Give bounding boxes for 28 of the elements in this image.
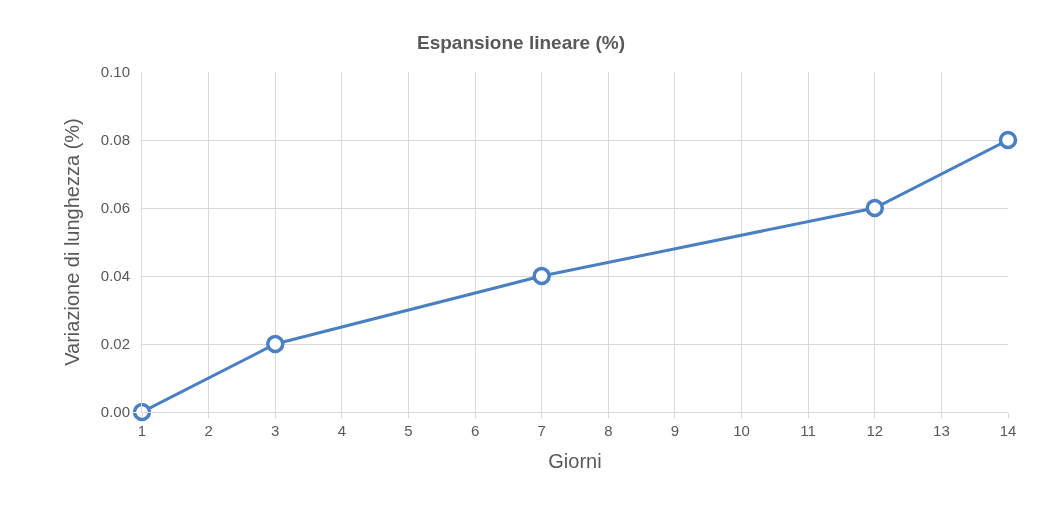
y-tick-label: 0.00 — [100, 403, 130, 421]
x-tick-label: 14 — [999, 422, 1017, 439]
y-tick-label: 0.02 — [100, 335, 130, 353]
y-tick-label: 0.10 — [100, 63, 130, 81]
x-tick-label: 6 — [470, 422, 480, 439]
point — [132, 402, 152, 422]
x-axis-title: Giorni — [548, 449, 602, 472]
y-axis-title: Variazione di lunghezza (%) — [61, 118, 84, 366]
y-tick-label: 0.08 — [100, 131, 130, 149]
point — [532, 266, 551, 286]
y-tick-label: 0.06 — [100, 199, 130, 217]
x-tick-label: 9 — [670, 422, 680, 439]
x-tick-label: 11 — [800, 422, 816, 439]
x-tick-label: 2 — [204, 422, 213, 439]
x-tick-label: 8 — [604, 422, 613, 439]
point — [865, 198, 885, 218]
x-tick-label: 13 — [933, 422, 950, 439]
point — [998, 130, 1018, 150]
x-tick-label: 1 — [137, 422, 147, 439]
y-tick-label: 0.04 — [100, 267, 130, 285]
x-tick-label: 7 — [537, 422, 546, 439]
x-tick-label: 12 — [866, 422, 884, 439]
x-tick-label: 4 — [337, 422, 347, 439]
x-tick-label: 3 — [271, 422, 280, 439]
chart-title: Espansione lineare (%) — [416, 32, 626, 54]
point — [265, 334, 285, 354]
x-tick-label: 5 — [404, 422, 413, 439]
x-tick-label: 10 — [733, 422, 750, 439]
